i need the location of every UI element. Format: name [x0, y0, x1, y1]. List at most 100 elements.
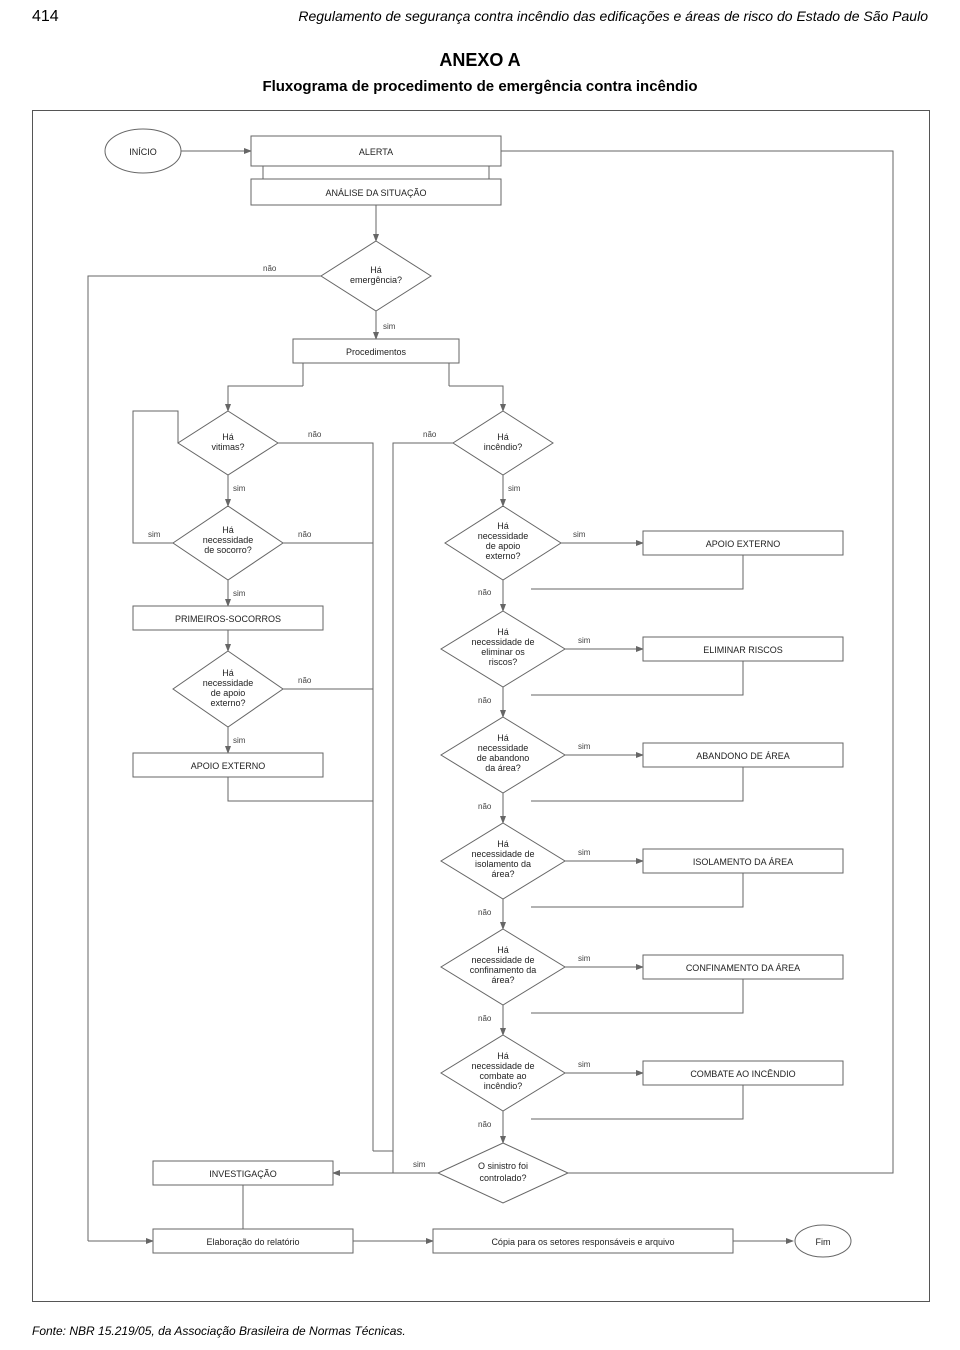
text-inicio: INÍCIO	[129, 147, 157, 157]
text-comb-1: Há	[497, 1051, 509, 1061]
lbl-nao-ae2: não	[298, 676, 312, 685]
text-aban-2: necessidade	[478, 743, 529, 753]
lbl-sim-soc2: sim	[233, 589, 246, 598]
text-aban-area: ABANDONO DE ÁREA	[696, 751, 790, 761]
header-title: Regulamento de segurança contra incêndio…	[298, 8, 928, 24]
text-ae2-1: Há	[222, 668, 234, 678]
text-elim-3: eliminar os	[481, 647, 525, 657]
text-inc-2: incêndio?	[484, 442, 523, 452]
edge-elim-back	[531, 661, 743, 695]
text-elab: Elaboração do relatório	[206, 1237, 299, 1247]
edge-to-incendio	[449, 386, 503, 411]
lbl-nao-iso: não	[478, 908, 492, 917]
text-emerg-1: Há	[370, 265, 382, 275]
lbl-sim-inc: sim	[508, 484, 521, 493]
edge-soc-sim	[133, 411, 178, 543]
edge-vit-nao	[278, 443, 373, 1151]
header-row: 414 Regulamento de segurança contra incê…	[32, 8, 928, 26]
text-conf-3: confinamento da	[470, 965, 537, 975]
text-alerta: ALERTA	[359, 147, 393, 157]
page-number: 414	[32, 8, 59, 26]
edge-comb-back	[531, 1085, 743, 1119]
text-iso-2: necessidade de	[471, 849, 534, 859]
text-sin-1: O sinistro foi	[478, 1161, 528, 1171]
lbl-sim-elim: sim	[578, 636, 591, 645]
lbl-nao-emerg: não	[263, 264, 277, 273]
text-ae1-1: Há	[497, 521, 509, 531]
text-conf-1: Há	[497, 945, 509, 955]
edge-merge-sinistro	[373, 1151, 438, 1173]
text-comb-4: incêndio?	[484, 1081, 523, 1091]
text-proc: Procedimentos	[346, 347, 407, 357]
text-apoio-ext2: APOIO EXTERNO	[191, 761, 266, 771]
text-ae2-3: de apoio	[211, 688, 246, 698]
text-apoio-ext1: APOIO EXTERNO	[706, 539, 781, 549]
lbl-sim-soc: sim	[148, 530, 161, 539]
lbl-sim-ae1: sim	[573, 530, 586, 539]
text-iso-3: isolamento da	[475, 859, 531, 869]
text-ae1-3: de apoio	[486, 541, 521, 551]
text-vit-2: vitimas?	[211, 442, 244, 452]
text-ae2-2: necessidade	[203, 678, 254, 688]
edge-aban-back	[531, 767, 743, 801]
annex-heading: ANEXO A	[0, 50, 960, 71]
text-comb-2: necessidade de	[471, 1061, 534, 1071]
lbl-nao-aban: não	[478, 802, 492, 811]
edge-to-vitimas	[228, 386, 303, 411]
lbl-nao-inc: não	[423, 430, 437, 439]
edge-iso-back	[531, 873, 743, 907]
text-conf-4: área?	[491, 975, 514, 985]
text-vit-1: Há	[222, 432, 234, 442]
text-soc-3: de socorro?	[204, 545, 252, 555]
text-analise: ANÁLISE DA SITUAÇÃO	[325, 188, 426, 198]
text-soc-2: necessidade	[203, 535, 254, 545]
edge-ae1-back	[531, 555, 743, 589]
lbl-sim-ae2: sim	[233, 736, 246, 745]
lbl-sim-iso: sim	[578, 848, 591, 857]
lbl-sim-emerg: sim	[383, 322, 396, 331]
text-ae1-2: necessidade	[478, 531, 529, 541]
flowchart-svg: INÍCIO ALERTA ANÁLISE DA SITUAÇÃO Há eme…	[33, 111, 929, 1301]
edge-ae2-out	[228, 777, 373, 801]
lbl-nao-vit: não	[308, 430, 322, 439]
text-sin-2: controlado?	[479, 1173, 526, 1183]
lbl-sim-vit: sim	[233, 484, 246, 493]
text-comb-3: combate ao	[479, 1071, 526, 1081]
text-conf-2: necessidade de	[471, 955, 534, 965]
text-elim-1: Há	[497, 627, 509, 637]
text-comb-inc: COMBATE AO INCÊNDIO	[690, 1069, 795, 1079]
text-elim-riscos: ELIMINAR RISCOS	[703, 645, 783, 655]
text-elim-2: necessidade de	[471, 637, 534, 647]
text-prim-soc: PRIMEIROS-SOCORROS	[175, 614, 281, 624]
lbl-sim-comb: sim	[578, 1060, 591, 1069]
flowchart-frame: INÍCIO ALERTA ANÁLISE DA SITUAÇÃO Há eme…	[32, 110, 930, 1302]
text-iso-1: Há	[497, 839, 509, 849]
text-inc-1: Há	[497, 432, 509, 442]
lbl-nao-soc: não	[298, 530, 312, 539]
lbl-sim-conf: sim	[578, 954, 591, 963]
footnote: Fonte: NBR 15.219/05, da Associação Bras…	[32, 1324, 406, 1338]
text-copia: Cópia para os setores responsáveis e arq…	[491, 1237, 674, 1247]
edge-conf-back	[531, 979, 743, 1013]
text-iso-area: ISOLAMENTO DA ÁREA	[693, 857, 793, 867]
lbl-nao-ae1: não	[478, 588, 492, 597]
lbl-nao-elim: não	[478, 696, 492, 705]
text-conf-area: CONFINAMENTO DA ÁREA	[686, 963, 800, 973]
text-ae2-4: externo?	[210, 698, 245, 708]
lbl-sim-sin: sim	[413, 1160, 426, 1169]
text-invest: INVESTIGAÇÃO	[209, 1169, 277, 1179]
edge-inc-nao	[393, 443, 453, 1151]
lbl-nao-conf: não	[478, 1014, 492, 1023]
lbl-sim-aban: sim	[578, 742, 591, 751]
text-emerg-2: emergência?	[350, 275, 402, 285]
text-elim-4: riscos?	[489, 657, 518, 667]
text-ae1-4: externo?	[485, 551, 520, 561]
edge-sin-nao-loop	[501, 151, 893, 1173]
text-iso-4: área?	[491, 869, 514, 879]
lbl-nao-comb: não	[478, 1120, 492, 1129]
text-aban-3: de abandono	[477, 753, 530, 763]
text-fim: Fim	[816, 1237, 831, 1247]
text-aban-4: da área?	[485, 763, 521, 773]
text-aban-1: Há	[497, 733, 509, 743]
subtitle: Fluxograma de procedimento de emergência…	[0, 78, 960, 95]
